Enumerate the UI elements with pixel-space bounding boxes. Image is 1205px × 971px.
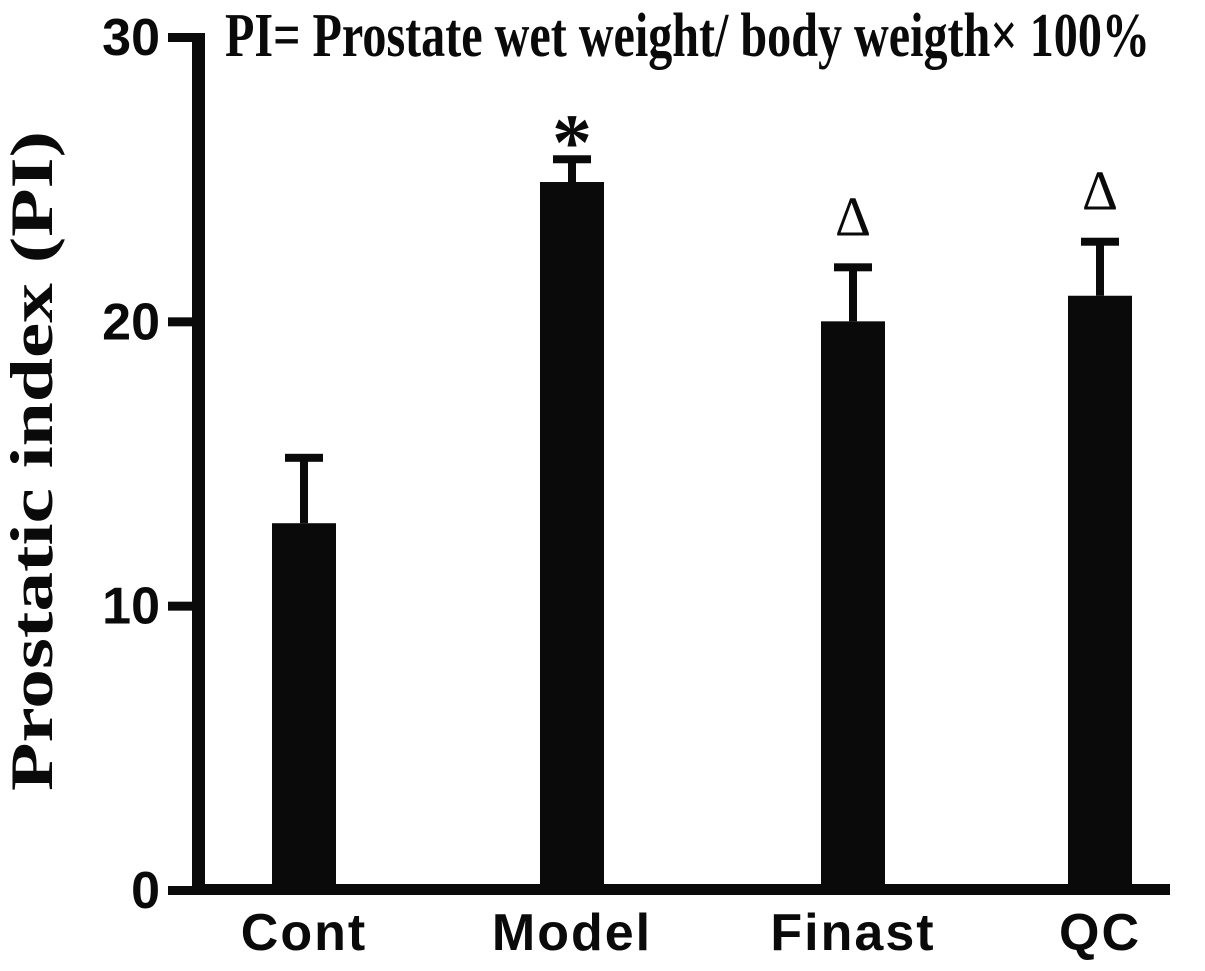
- y-tick-mark: [168, 886, 192, 895]
- error-bar-cap: [1081, 237, 1119, 246]
- bars: [272, 182, 1132, 892]
- y-axis-title: Prostatic index (PI): [0, 131, 65, 791]
- y-tick-label: 0: [131, 862, 160, 920]
- y-tick-mark: [168, 317, 192, 327]
- y-tick-label: 30: [102, 9, 160, 67]
- bar-qc: [1068, 295, 1132, 892]
- error-bar-cap: [285, 453, 323, 462]
- x-axis-label-cont: Cont: [241, 904, 367, 962]
- error-bar-cap: [553, 155, 591, 164]
- y-axis-line: [192, 33, 205, 894]
- bar-finast: [821, 321, 885, 892]
- error-bars: [285, 155, 1119, 524]
- error-bar-cap: [834, 263, 872, 272]
- delta-significance-mark: Δ: [835, 186, 871, 248]
- error-bar-stem: [849, 267, 857, 322]
- error-bar-stem: [568, 159, 576, 183]
- significance-annotations: * Δ Δ: [552, 99, 1118, 248]
- delta-significance-mark: Δ: [1082, 161, 1118, 223]
- error-bar-stem: [1096, 241, 1104, 296]
- x-axis-labels: Cont Model Finast QC: [241, 904, 1141, 962]
- asterisk-significance-mark: *: [552, 99, 592, 187]
- y-tick-label: 20: [102, 293, 160, 351]
- x-axis-label-finast: Finast: [770, 904, 935, 962]
- y-axis-ticks: 0 10 20 30: [102, 9, 192, 920]
- bar-cont: [272, 523, 336, 892]
- chart-title: PI= Prostate wet weight/ body weigth× 10…: [225, 2, 1150, 70]
- error-bar-stem: [300, 457, 308, 524]
- x-axis-line: [192, 884, 1170, 895]
- x-axis-label-model: Model: [492, 904, 652, 962]
- y-tick-mark: [168, 601, 192, 611]
- x-axis-label-qc: QC: [1059, 904, 1141, 962]
- y-tick-mark: [168, 33, 192, 42]
- bar-model: [540, 182, 604, 892]
- y-tick-label: 10: [102, 578, 160, 636]
